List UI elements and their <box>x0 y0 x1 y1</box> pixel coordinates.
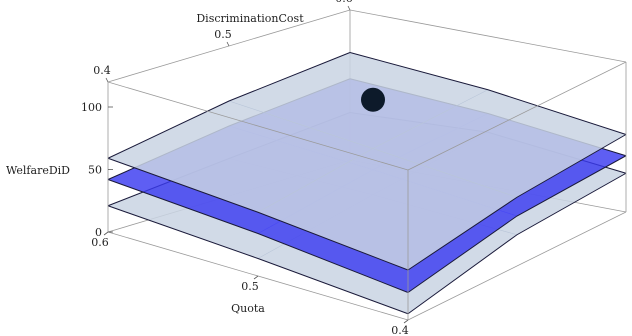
x-tick-label: 0.5 <box>241 280 259 293</box>
box-edge <box>407 211 627 321</box>
surface-edge-estimate <box>407 155 627 293</box>
x-tick-mark <box>253 275 259 280</box>
surface-edge-upper-bound <box>349 52 627 135</box>
y-tick-mark <box>347 5 351 11</box>
surface-edge-estimate <box>107 179 409 293</box>
tick-labels: 0.60.50.40.40.50.6050100 <box>81 0 409 336</box>
y-axis-label: DiscriminationCost <box>196 12 304 25</box>
z-tick-label: 0 <box>95 226 102 239</box>
y-tick-label: 0.6 <box>335 0 353 5</box>
highlight-point <box>361 87 385 112</box>
plot-box-front <box>107 61 627 321</box>
x-tick-label: 0.4 <box>391 324 409 336</box>
y-tick-mark <box>226 41 230 47</box>
surface-edge-lower-bound <box>107 205 409 315</box>
y-tick-mark <box>105 77 109 83</box>
box-edge <box>107 81 409 171</box>
surface-edge-upper-bound <box>107 52 351 159</box>
box-edge <box>407 61 627 171</box>
z-tick-label: 50 <box>88 164 102 177</box>
x-tick-label: 0.6 <box>91 236 109 249</box>
surface-edge-upper-bound <box>407 134 627 271</box>
z-tick-label: 100 <box>81 101 102 114</box>
surfaces <box>107 52 627 315</box>
x-tick-mark <box>403 319 409 324</box>
y-tick-label: 0.4 <box>93 64 111 77</box>
marks <box>361 87 385 112</box>
box-edge <box>349 9 627 63</box>
y-tick-label: 0.5 <box>214 28 232 41</box>
z-axis-label: WelfareDiD <box>6 164 70 177</box>
x-axis-label: Quota <box>231 302 265 315</box>
x-tick-mark <box>103 231 109 236</box>
surface-edge-upper-bound <box>107 157 409 271</box>
surface-edge-lower-bound <box>407 172 627 315</box>
